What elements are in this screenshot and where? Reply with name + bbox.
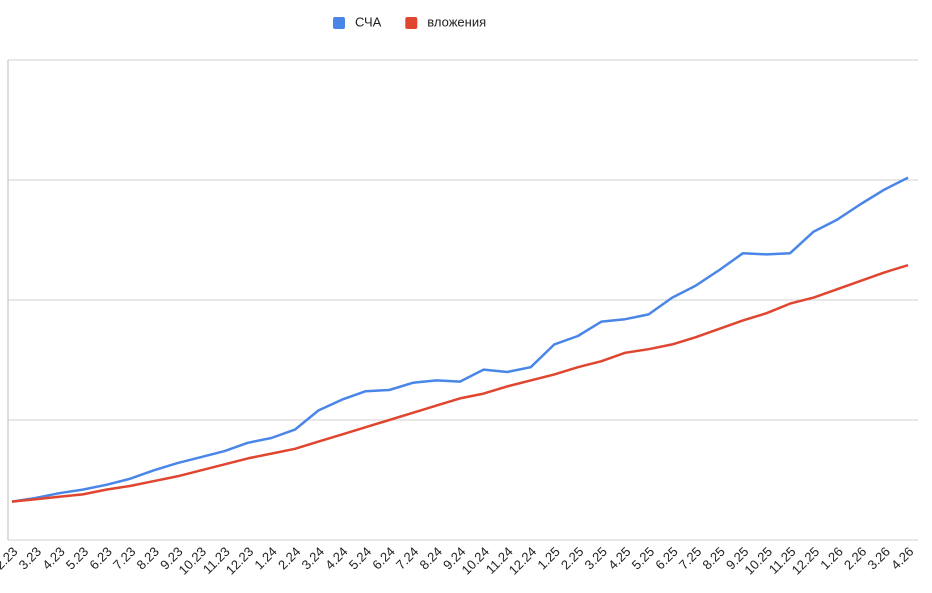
x-tick-label: 5.24 — [346, 544, 375, 573]
x-tick-label: 6.25 — [652, 544, 681, 573]
x-tick-label: 4.23 — [39, 544, 68, 573]
x-tick-label: 4.25 — [605, 544, 634, 573]
x-tick-label: 4.26 — [888, 544, 917, 573]
x-tick-label: 2.24 — [275, 544, 304, 573]
x-tick-label: 1.25 — [534, 544, 563, 573]
x-tick-label: 2.26 — [841, 544, 870, 573]
x-tick-label: 8.23 — [134, 544, 163, 573]
x-tick-label: 4.24 — [322, 544, 351, 573]
x-tick-label: 5.25 — [629, 544, 658, 573]
x-tick-label: 3.24 — [299, 544, 328, 573]
x-tick-label: 1.24 — [251, 544, 280, 573]
series-line — [11, 176, 909, 503]
x-tick-label: 6.24 — [369, 544, 398, 573]
x-tick-label: 8.25 — [699, 544, 728, 573]
x-tick-label: 3.26 — [864, 544, 893, 573]
x-tick-label: 3.25 — [582, 544, 611, 573]
x-tick-label: 1.26 — [817, 544, 846, 573]
legend-swatch — [405, 17, 418, 29]
x-tick-label: 6.23 — [86, 544, 115, 573]
x-tick-label: 3.23 — [16, 544, 45, 573]
x-tick-label: 7.24 — [393, 544, 422, 573]
x-tick-label: 5.23 — [63, 544, 92, 573]
x-tick-label: 2.25 — [558, 544, 587, 573]
x-tick-label: 7.23 — [110, 544, 139, 573]
series-line — [11, 264, 909, 503]
legend-swatch — [333, 17, 345, 29]
legend-label: СЧА — [355, 14, 382, 29]
x-tick-label: 7.25 — [676, 544, 705, 573]
x-tick-label: 8.24 — [416, 544, 445, 573]
legend-label: вложения — [427, 14, 486, 29]
x-tick-label: 2.23 — [0, 544, 21, 573]
